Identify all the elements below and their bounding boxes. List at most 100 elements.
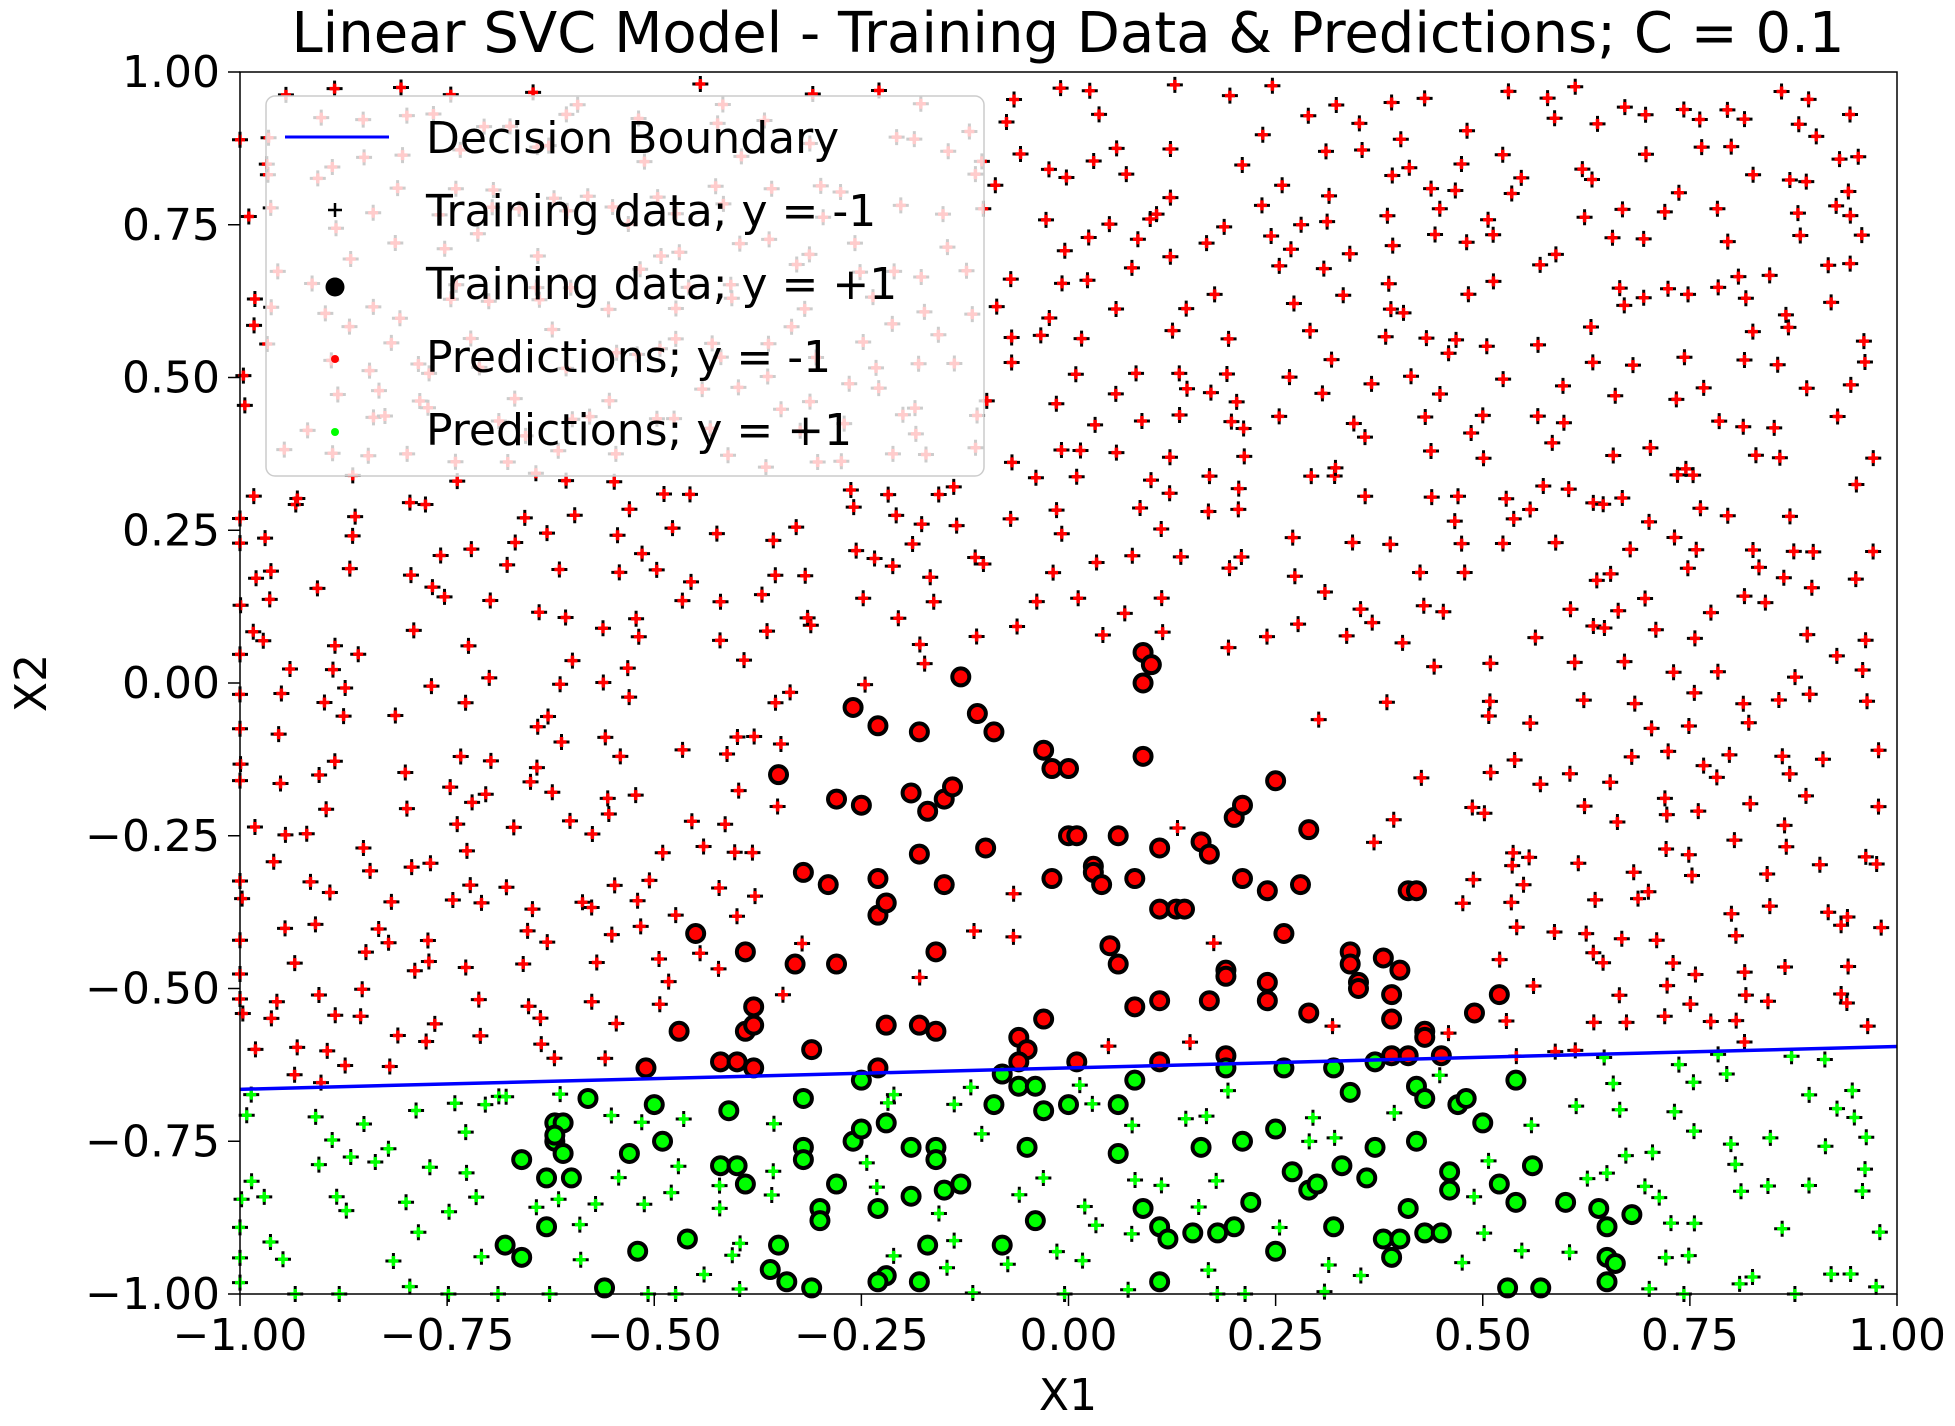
training-point-neg xyxy=(1048,1243,1065,1260)
training-point-neg xyxy=(1669,466,1686,483)
training-point-neg xyxy=(603,926,620,943)
training-point-pos xyxy=(1256,880,1278,902)
training-point-neg xyxy=(1394,634,1411,651)
training-point-neg xyxy=(911,969,928,986)
training-point-neg xyxy=(1153,1177,1170,1194)
training-point-neg xyxy=(408,1102,425,1119)
training-point-pos xyxy=(1505,1191,1527,1213)
training-point-neg xyxy=(261,591,278,608)
training-point-neg xyxy=(1058,169,1075,186)
training-point-neg xyxy=(636,1196,653,1213)
training-point-pos xyxy=(1240,1191,1262,1213)
training-point-pos xyxy=(1132,745,1154,767)
training-point-pos xyxy=(1107,953,1129,975)
training-point-neg xyxy=(1647,621,1664,638)
training-point-pos xyxy=(1604,1252,1626,1274)
training-point-neg xyxy=(913,516,930,533)
training-point-neg xyxy=(794,935,811,952)
training-point-neg xyxy=(1691,111,1708,128)
training-point-neg xyxy=(1759,993,1776,1010)
training-point-neg xyxy=(452,748,469,765)
training-point-neg xyxy=(1727,1156,1744,1173)
training-point-neg xyxy=(1596,1049,1613,1066)
training-point-neg xyxy=(1868,856,1885,873)
training-point-neg xyxy=(1002,271,1019,288)
training-point-neg xyxy=(1737,987,1754,1004)
training-point-neg xyxy=(1500,83,1517,100)
training-point-neg xyxy=(1692,500,1709,517)
training-point-neg xyxy=(1495,371,1512,388)
training-point-neg xyxy=(1761,898,1778,915)
training-point-neg xyxy=(1506,751,1523,768)
legend-label-pred-pos: Predictions; y = +1 xyxy=(426,405,852,456)
training-point-neg xyxy=(765,1115,782,1132)
training-point-neg xyxy=(728,908,745,925)
training-point-neg xyxy=(286,1066,303,1083)
training-point-pos xyxy=(1281,1161,1303,1183)
training-point-neg xyxy=(1218,366,1235,383)
training-point-neg xyxy=(274,1251,291,1268)
training-point-neg xyxy=(627,787,644,804)
training-point-neg xyxy=(463,541,480,558)
training-point-neg xyxy=(1274,177,1291,194)
training-point-neg xyxy=(326,637,343,654)
training-point-neg xyxy=(1561,1244,1578,1261)
training-point-neg xyxy=(1544,434,1561,451)
training-point-pos xyxy=(1066,825,1088,847)
training-point-neg xyxy=(1745,166,1762,183)
training-point-neg xyxy=(1829,408,1846,425)
training-point-neg xyxy=(1480,211,1497,228)
training-point-neg xyxy=(1665,955,1682,972)
x-tick-label: −1.00 xyxy=(173,1310,308,1361)
training-point-neg xyxy=(1680,1247,1697,1264)
training-point-neg xyxy=(1771,449,1788,466)
training-point-neg xyxy=(1688,541,1705,558)
training-point-neg xyxy=(1719,101,1736,118)
training-point-neg xyxy=(711,1177,728,1194)
training-point-neg xyxy=(472,1027,489,1044)
training-point-neg xyxy=(670,1158,687,1175)
training-point-neg xyxy=(782,684,799,701)
training-point-neg xyxy=(1316,1283,1333,1300)
training-point-neg xyxy=(1605,447,1622,464)
training-point-pos xyxy=(734,1173,756,1195)
training-point-neg xyxy=(1413,769,1430,786)
training-point-neg xyxy=(1722,1136,1739,1153)
training-point-neg xyxy=(1777,306,1794,323)
training-point-neg xyxy=(1721,746,1738,763)
training-point-neg xyxy=(884,558,901,575)
training-point-neg xyxy=(1482,655,1499,672)
training-point-neg xyxy=(1630,890,1647,907)
training-point-pos xyxy=(826,788,848,810)
training-point-pos xyxy=(1596,1271,1618,1293)
training-point-pos xyxy=(908,1014,930,1036)
training-point-neg xyxy=(1789,205,1806,222)
training-point-neg xyxy=(347,508,364,525)
training-point-neg xyxy=(539,525,556,542)
training-point-neg xyxy=(1790,116,1807,133)
training-point-neg xyxy=(1719,233,1736,250)
training-point-neg xyxy=(1658,841,1675,858)
y-axis-label: X2 xyxy=(6,654,57,712)
training-point-neg xyxy=(449,816,466,833)
training-point-neg xyxy=(1792,227,1809,244)
training-point-neg xyxy=(641,872,658,889)
training-point-neg xyxy=(1426,658,1443,675)
training-point-neg xyxy=(257,530,274,547)
training-point-pos xyxy=(850,794,872,816)
training-point-pos xyxy=(933,1179,955,1201)
training-point-neg xyxy=(696,1266,713,1283)
training-point-neg xyxy=(1417,409,1434,426)
training-point-neg xyxy=(597,1050,614,1067)
y-tick-label: 1.00 xyxy=(122,47,220,98)
training-point-neg xyxy=(446,1095,463,1112)
legend-label-pred-neg: Predictions; y = -1 xyxy=(426,332,831,383)
training-point-pos xyxy=(1231,794,1253,816)
training-point-neg xyxy=(265,853,282,870)
x-axis: −1.00 −0.75 −0.50 −0.25 0.00 0.25 0.50 0.75 1.00 xyxy=(173,1294,1946,1361)
training-point-neg xyxy=(1539,90,1556,107)
training-point-pos xyxy=(577,1087,599,1109)
training-point-neg xyxy=(1454,895,1471,912)
training-point-neg xyxy=(1626,695,1643,712)
training-point-neg xyxy=(1535,477,1552,494)
